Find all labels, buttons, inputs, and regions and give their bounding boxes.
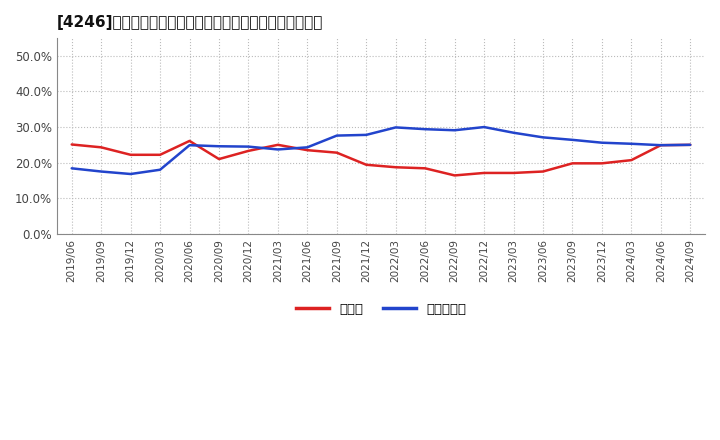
Text: [4246]　現領金、有利子負債の総資産に対する比率の推移: [4246] 現領金、有利子負債の総資産に対する比率の推移 [57,15,323,30]
Legend: 現領金, 有利子負債: 現領金, 有利子負債 [290,297,472,321]
